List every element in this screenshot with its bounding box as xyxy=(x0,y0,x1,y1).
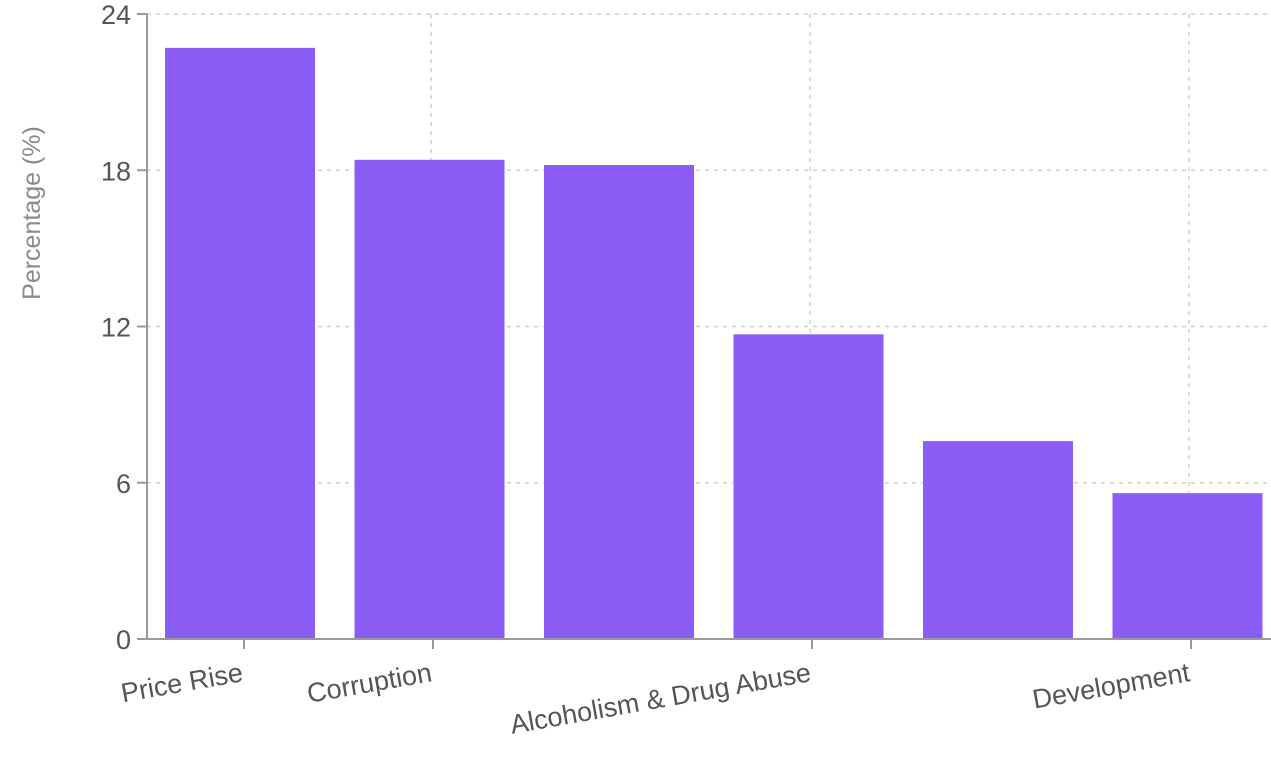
grid-lines xyxy=(147,13,1271,639)
y-tick-label: 24 xyxy=(101,0,131,30)
bars xyxy=(165,47,1263,640)
y-tick-label: 0 xyxy=(116,625,131,655)
x-tick-label: Alcoholism & Drug Abuse xyxy=(508,657,813,739)
x-tick-label: Corruption xyxy=(305,657,434,708)
y-axis-title: Percentage (%) xyxy=(18,126,46,300)
y-tick-labels: 0 6 12 18 24 xyxy=(101,0,147,655)
x-tick-label: Price Rise xyxy=(119,657,245,708)
bar xyxy=(923,441,1073,639)
x-tick-label: Development xyxy=(1030,657,1192,714)
bar xyxy=(354,159,505,640)
y-tick-label: 12 xyxy=(101,313,131,343)
y-tick-label: 6 xyxy=(116,469,131,499)
bar xyxy=(165,47,315,639)
x-tick-labels: Price Rise Corruption Alcoholism & Drug Ab… xyxy=(119,639,1193,740)
bar xyxy=(544,165,694,639)
bar xyxy=(1112,493,1263,639)
y-tick-label: 18 xyxy=(101,156,131,186)
bar xyxy=(733,334,884,639)
